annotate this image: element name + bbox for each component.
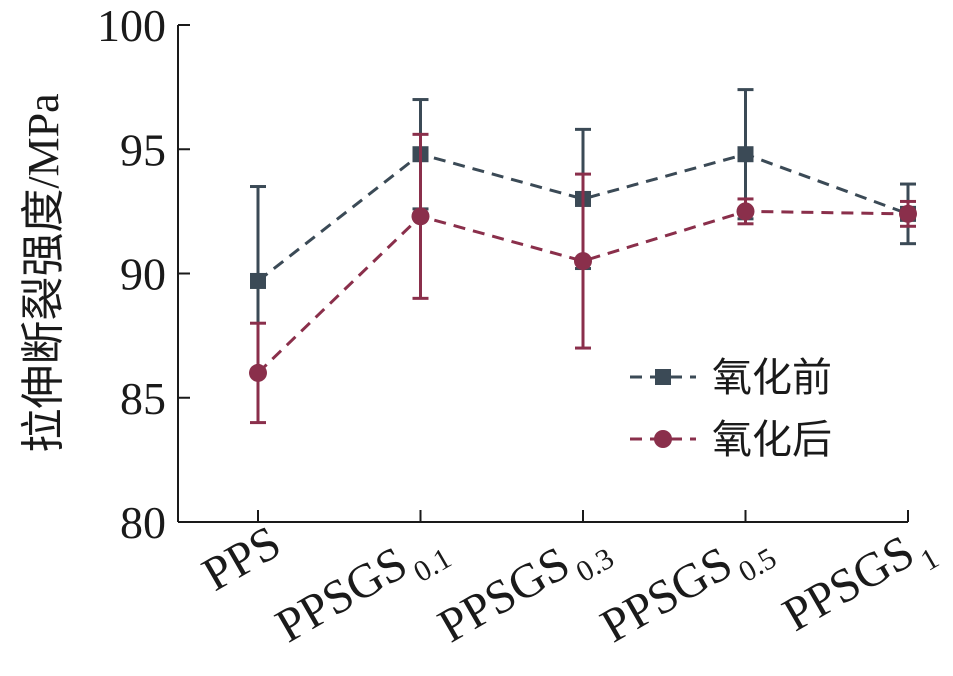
data-point	[411, 207, 430, 226]
y-tick-label: 95	[120, 124, 166, 175]
x-tick-label-text: PPSGS0.1	[267, 516, 457, 662]
x-tick-label: PPSGS0.3	[430, 516, 620, 662]
data-point	[574, 252, 592, 271]
legend-label: 氧化后	[712, 417, 832, 463]
x-tick-label: PPSGS1	[774, 516, 944, 651]
data-point	[899, 204, 917, 223]
legend-item-1: 氧化前	[630, 355, 832, 401]
y-axis-label: 拉伸断裂强度/MPa	[19, 93, 68, 452]
legend-marker	[654, 430, 672, 448]
y-tick-label: 85	[120, 373, 166, 424]
x-tick-label-text: PPSGS0.3	[430, 516, 620, 662]
x-tick-label: PPSGS0.5	[592, 516, 782, 662]
x-tick-label-text: PPSGS0.5	[592, 516, 782, 662]
series-2	[249, 132, 917, 425]
series-line	[256, 209, 909, 374]
y-tick-label: 90	[120, 249, 166, 300]
data-point	[250, 272, 266, 289]
data-point	[736, 202, 755, 221]
data-point	[737, 146, 754, 163]
series-layer	[249, 88, 917, 425]
axes: 80 85 90 95 100 PPSPPSGS0.1PPSGS0.3PPSGS0.5PP…	[97, 0, 945, 662]
legend-item-2: 氧化后	[630, 417, 832, 463]
legend-marker	[655, 369, 671, 385]
series-1	[250, 88, 916, 377]
x-tick-label-text: PPSGS1	[774, 516, 944, 651]
y-tick-label: 100	[97, 0, 166, 51]
data-point	[249, 363, 267, 382]
x-tick-label-text: PPS	[194, 516, 290, 602]
series-line	[257, 152, 909, 283]
y-tick-label: 80	[120, 497, 166, 548]
x-tick-label: PPSGS0.1	[267, 516, 457, 662]
x-tick-label: PPS	[194, 516, 290, 602]
legend-label: 氧化前	[712, 355, 832, 401]
